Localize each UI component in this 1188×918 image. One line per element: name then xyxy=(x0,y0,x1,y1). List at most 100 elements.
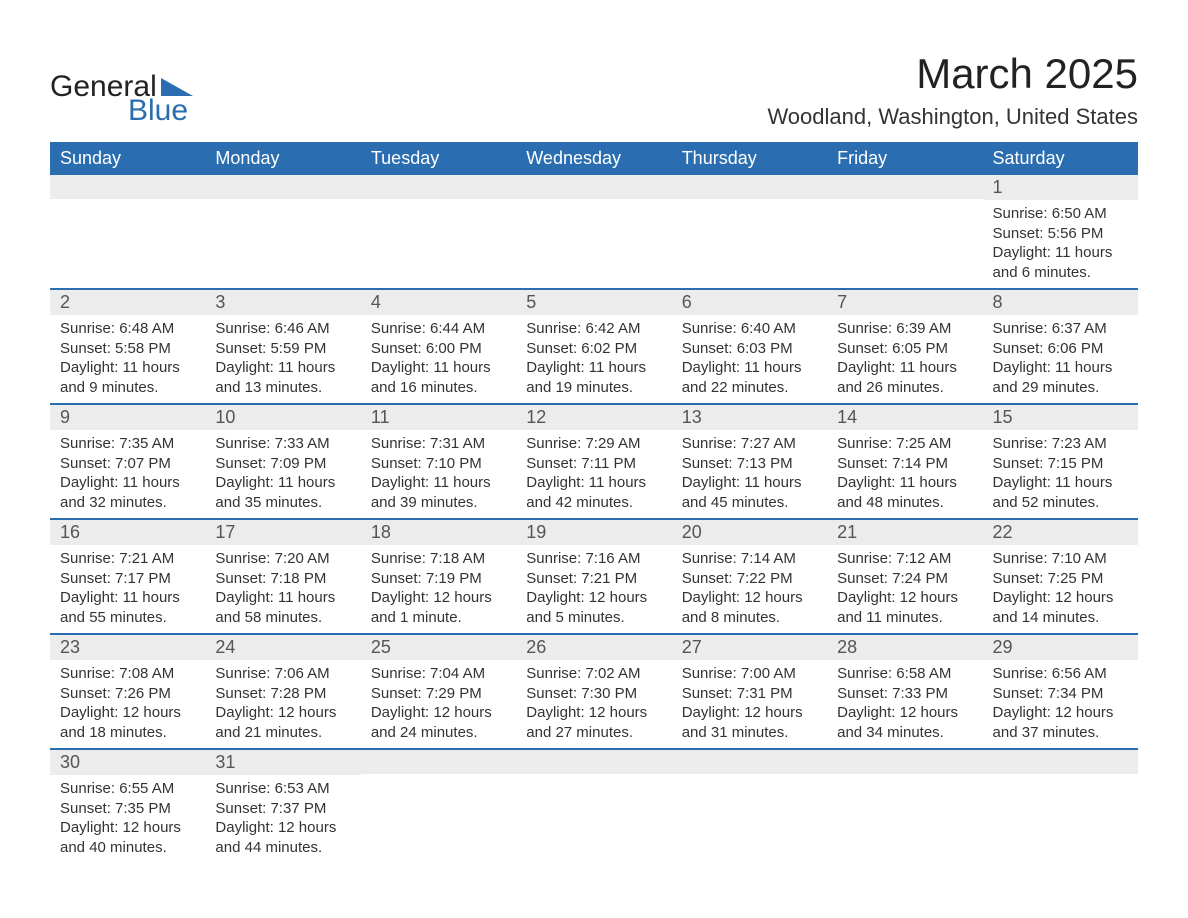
day-body xyxy=(516,199,671,269)
sunset-text: Sunset: 7:29 PM xyxy=(371,684,506,704)
logo-triangle-icon xyxy=(161,74,193,96)
daylight-text: Daylight: 12 hours and 40 minutes. xyxy=(60,818,195,857)
calendar-day-cell: 24Sunrise: 7:06 AMSunset: 7:28 PMDayligh… xyxy=(205,634,360,749)
day-number: 25 xyxy=(361,635,516,660)
daylight-text: Daylight: 11 hours and 26 minutes. xyxy=(837,358,972,397)
daylight-text: Daylight: 11 hours and 39 minutes. xyxy=(371,473,506,512)
daylight-text: Daylight: 12 hours and 24 minutes. xyxy=(371,703,506,742)
weekday-header: Saturday xyxy=(983,142,1138,175)
sunrise-text: Sunrise: 6:42 AM xyxy=(526,319,661,339)
sunset-text: Sunset: 7:13 PM xyxy=(682,454,817,474)
day-body: Sunrise: 7:16 AMSunset: 7:21 PMDaylight:… xyxy=(516,545,671,633)
sunset-text: Sunset: 5:59 PM xyxy=(215,339,350,359)
sunrise-text: Sunrise: 7:35 AM xyxy=(60,434,195,454)
day-number xyxy=(361,175,516,199)
day-body xyxy=(672,199,827,269)
day-body: Sunrise: 7:04 AMSunset: 7:29 PMDaylight:… xyxy=(361,660,516,748)
sunset-text: Sunset: 7:19 PM xyxy=(371,569,506,589)
day-number: 14 xyxy=(827,405,982,430)
calendar-day-cell: 18Sunrise: 7:18 AMSunset: 7:19 PMDayligh… xyxy=(361,519,516,634)
calendar-day-cell xyxy=(672,175,827,289)
day-body xyxy=(827,774,982,844)
calendar-day-cell: 9Sunrise: 7:35 AMSunset: 7:07 PMDaylight… xyxy=(50,404,205,519)
sunrise-text: Sunrise: 6:58 AM xyxy=(837,664,972,684)
day-body: Sunrise: 7:08 AMSunset: 7:26 PMDaylight:… xyxy=(50,660,205,748)
calendar-day-cell: 25Sunrise: 7:04 AMSunset: 7:29 PMDayligh… xyxy=(361,634,516,749)
daylight-text: Daylight: 11 hours and 13 minutes. xyxy=(215,358,350,397)
daylight-text: Daylight: 12 hours and 31 minutes. xyxy=(682,703,817,742)
day-number: 29 xyxy=(983,635,1138,660)
calendar-day-cell: 3Sunrise: 6:46 AMSunset: 5:59 PMDaylight… xyxy=(205,289,360,404)
weekday-header: Friday xyxy=(827,142,982,175)
sunset-text: Sunset: 7:22 PM xyxy=(682,569,817,589)
calendar-week-row: 30Sunrise: 6:55 AMSunset: 7:35 PMDayligh… xyxy=(50,749,1138,863)
day-body: Sunrise: 7:12 AMSunset: 7:24 PMDaylight:… xyxy=(827,545,982,633)
calendar-week-row: 2Sunrise: 6:48 AMSunset: 5:58 PMDaylight… xyxy=(50,289,1138,404)
sunrise-text: Sunrise: 7:25 AM xyxy=(837,434,972,454)
daylight-text: Daylight: 11 hours and 22 minutes. xyxy=(682,358,817,397)
daylight-text: Daylight: 11 hours and 48 minutes. xyxy=(837,473,972,512)
weekday-header: Thursday xyxy=(672,142,827,175)
daylight-text: Daylight: 12 hours and 44 minutes. xyxy=(215,818,350,857)
logo-text-blue: Blue xyxy=(128,94,188,128)
sunrise-text: Sunrise: 7:12 AM xyxy=(837,549,972,569)
daylight-text: Daylight: 12 hours and 18 minutes. xyxy=(60,703,195,742)
weekday-header: Tuesday xyxy=(361,142,516,175)
daylight-text: Daylight: 12 hours and 34 minutes. xyxy=(837,703,972,742)
sunset-text: Sunset: 5:58 PM xyxy=(60,339,195,359)
daylight-text: Daylight: 12 hours and 27 minutes. xyxy=(526,703,661,742)
calendar-day-cell xyxy=(361,749,516,863)
calendar-day-cell: 17Sunrise: 7:20 AMSunset: 7:18 PMDayligh… xyxy=(205,519,360,634)
sunset-text: Sunset: 5:56 PM xyxy=(993,224,1128,244)
calendar-day-cell: 21Sunrise: 7:12 AMSunset: 7:24 PMDayligh… xyxy=(827,519,982,634)
calendar-day-cell: 4Sunrise: 6:44 AMSunset: 6:00 PMDaylight… xyxy=(361,289,516,404)
day-number xyxy=(361,750,516,774)
daylight-text: Daylight: 12 hours and 14 minutes. xyxy=(993,588,1128,627)
day-number xyxy=(827,750,982,774)
day-number xyxy=(50,175,205,199)
day-number: 19 xyxy=(516,520,671,545)
day-number: 7 xyxy=(827,290,982,315)
daylight-text: Daylight: 11 hours and 29 minutes. xyxy=(993,358,1128,397)
daylight-text: Daylight: 11 hours and 16 minutes. xyxy=(371,358,506,397)
day-body: Sunrise: 7:29 AMSunset: 7:11 PMDaylight:… xyxy=(516,430,671,518)
day-number xyxy=(983,750,1138,774)
day-body: Sunrise: 6:46 AMSunset: 5:59 PMDaylight:… xyxy=(205,315,360,403)
sunset-text: Sunset: 7:15 PM xyxy=(993,454,1128,474)
sunrise-text: Sunrise: 6:44 AM xyxy=(371,319,506,339)
day-number xyxy=(672,175,827,199)
daylight-text: Daylight: 12 hours and 11 minutes. xyxy=(837,588,972,627)
sunrise-text: Sunrise: 7:20 AM xyxy=(215,549,350,569)
day-body xyxy=(827,199,982,269)
calendar-day-cell: 26Sunrise: 7:02 AMSunset: 7:30 PMDayligh… xyxy=(516,634,671,749)
day-body xyxy=(50,199,205,269)
day-body: Sunrise: 7:35 AMSunset: 7:07 PMDaylight:… xyxy=(50,430,205,518)
day-body: Sunrise: 6:39 AMSunset: 6:05 PMDaylight:… xyxy=(827,315,982,403)
daylight-text: Daylight: 11 hours and 58 minutes. xyxy=(215,588,350,627)
day-number: 28 xyxy=(827,635,982,660)
sunrise-text: Sunrise: 7:31 AM xyxy=(371,434,506,454)
sunrise-text: Sunrise: 7:04 AM xyxy=(371,664,506,684)
title-block: March 2025 Woodland, Washington, United … xyxy=(767,50,1138,130)
day-body: Sunrise: 7:18 AMSunset: 7:19 PMDaylight:… xyxy=(361,545,516,633)
day-body: Sunrise: 7:31 AMSunset: 7:10 PMDaylight:… xyxy=(361,430,516,518)
calendar-day-cell: 14Sunrise: 7:25 AMSunset: 7:14 PMDayligh… xyxy=(827,404,982,519)
weekday-header-row: Sunday Monday Tuesday Wednesday Thursday… xyxy=(50,142,1138,175)
calendar-day-cell: 6Sunrise: 6:40 AMSunset: 6:03 PMDaylight… xyxy=(672,289,827,404)
calendar-day-cell xyxy=(205,175,360,289)
page-subtitle: Woodland, Washington, United States xyxy=(767,104,1138,130)
sunset-text: Sunset: 6:03 PM xyxy=(682,339,817,359)
daylight-text: Daylight: 12 hours and 5 minutes. xyxy=(526,588,661,627)
sunrise-text: Sunrise: 7:29 AM xyxy=(526,434,661,454)
day-number: 22 xyxy=(983,520,1138,545)
calendar-day-cell xyxy=(361,175,516,289)
day-body: Sunrise: 6:42 AMSunset: 6:02 PMDaylight:… xyxy=(516,315,671,403)
day-number xyxy=(205,175,360,199)
day-body xyxy=(205,199,360,269)
calendar-day-cell: 8Sunrise: 6:37 AMSunset: 6:06 PMDaylight… xyxy=(983,289,1138,404)
calendar-day-cell xyxy=(50,175,205,289)
sunset-text: Sunset: 7:21 PM xyxy=(526,569,661,589)
daylight-text: Daylight: 12 hours and 21 minutes. xyxy=(215,703,350,742)
calendar-day-cell xyxy=(983,749,1138,863)
sunrise-text: Sunrise: 6:56 AM xyxy=(993,664,1128,684)
